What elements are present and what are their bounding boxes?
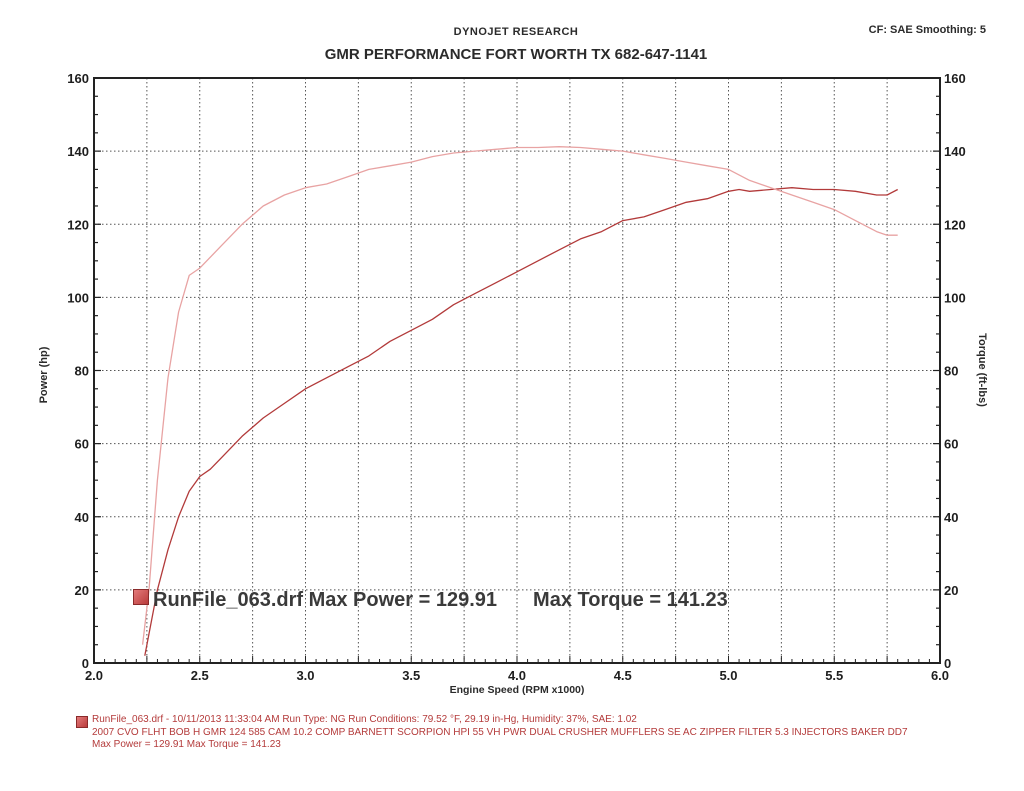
x-tick-label: 4.5 (614, 668, 632, 683)
y-tick-label-left: 80 (75, 364, 89, 379)
run-details-line-1: RunFile_063.drf - 10/11/2013 11:33:04 AM… (92, 714, 637, 725)
series-line-power (144, 187, 898, 656)
x-tick-label: 2.0 (85, 668, 103, 683)
y-tick-label-left: 120 (67, 217, 89, 232)
settings-text: CF: SAE Smoothing: 5 (868, 24, 986, 36)
y-tick-label-left: 60 (75, 437, 89, 452)
run-torque-label: Max Torque = 141.23 (533, 589, 728, 611)
grid (93, 77, 941, 664)
y-tick-label-right: 160 (944, 71, 966, 86)
y-tick-label-right: 140 (944, 144, 966, 159)
x-tick-label: 2.5 (191, 668, 209, 683)
run-marker-icon (133, 589, 149, 605)
y-tick-label-left: 40 (75, 510, 89, 525)
run-summary: RunFile_063.drf Max Power = 129.91 Max To… (153, 589, 728, 612)
footer-run-marker-icon (76, 716, 88, 728)
y-tick-label-right: 80 (944, 364, 958, 379)
y-axis-label-right: Torque (ft-lbs) (976, 333, 988, 407)
chart-title: GMR PERFORMANCE FORT WORTH TX 682-647-11… (324, 46, 708, 63)
run-details-line-3: Max Power = 129.91 Max Torque = 141.23 (92, 739, 281, 750)
y-tick-label-left: 140 (67, 144, 89, 159)
run-details: RunFile_063.drf - 10/11/2013 11:33:04 AM… (92, 714, 908, 752)
plot-frame (93, 77, 941, 664)
x-tick-label: 5.5 (825, 668, 843, 683)
x-tick-label: 3.0 (296, 668, 314, 683)
tick-labels: 0 0 20 20 40 40 60 60 80 80 100 100 120 120 140 140 160 1… (67, 71, 965, 683)
series-layer (141, 146, 898, 656)
x-tick-label: 4.0 (508, 668, 526, 683)
y-tick-label-left: 20 (75, 583, 89, 598)
x-tick-label: 6.0 (931, 668, 949, 683)
x-tick-label: 3.5 (402, 668, 420, 683)
y-tick-label-left: 100 (67, 290, 89, 305)
y-tick-label-left: 0 (82, 656, 89, 671)
y-tick-label-right: 100 (944, 290, 966, 305)
y-tick-label-right: 0 (944, 656, 951, 671)
y-tick-label-right: 40 (944, 510, 958, 525)
x-axis-label: Engine Speed (RPM x1000) (449, 684, 585, 696)
run-power-label: RunFile_063.drf Max Power = 129.91 (153, 589, 498, 611)
x-tick-label: 5.0 (719, 668, 737, 683)
y-tick-label-right: 20 (944, 583, 958, 598)
y-tick-label-right: 120 (944, 217, 966, 232)
brand-text: DYNOJET RESEARCH (453, 26, 579, 38)
y-axis-label-left: Power (hp) (38, 346, 50, 404)
y-tick-label-right: 60 (944, 437, 958, 452)
series-line-torque (141, 146, 898, 645)
y-tick-label-left: 160 (67, 71, 89, 86)
run-details-line-2: 2007 CVO FLHT BOB H GMR 124 585 CAM 10.2… (92, 726, 908, 738)
